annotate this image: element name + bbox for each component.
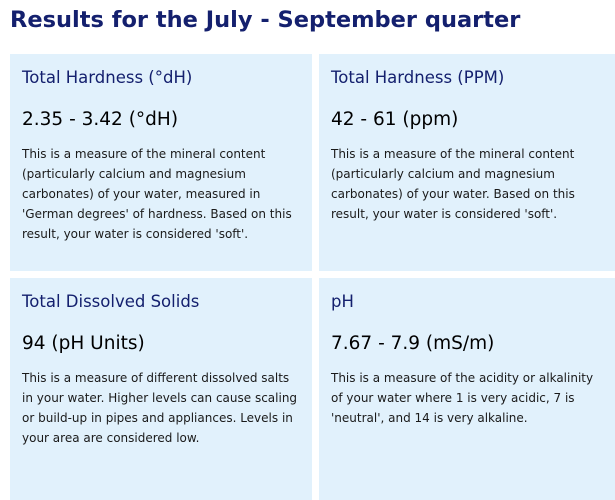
card-value: 7.67 - 7.9 (mS/m) bbox=[331, 333, 495, 354]
card-value: 2.35 - 3.42 (°dH) bbox=[22, 109, 179, 130]
result-card-ph: pH 7.67 - 7.9 (mS/m) This is a measure o… bbox=[319, 278, 615, 500]
result-card-total-dissolved-solids: Total Dissolved Solids 94 (pH Units) Thi… bbox=[10, 278, 312, 500]
card-description: This is a measure of the mineral content… bbox=[331, 147, 575, 221]
card-description: This is a measure of the mineral content… bbox=[22, 147, 292, 241]
card-title: Total Hardness (PPM) bbox=[331, 68, 505, 87]
card-title: Total Hardness (°dH) bbox=[22, 68, 193, 87]
card-value: 94 (pH Units) bbox=[22, 333, 145, 354]
card-value: 42 - 61 (ppm) bbox=[331, 109, 459, 130]
result-card-total-hardness-dh: Total Hardness (°dH) 2.35 - 3.42 (°dH) T… bbox=[10, 54, 312, 271]
card-title: pH bbox=[331, 292, 354, 311]
result-card-total-hardness-ppm: Total Hardness (PPM) 42 - 61 (ppm) This … bbox=[319, 54, 615, 271]
card-description: This is a measure of the acidity or alka… bbox=[331, 371, 594, 425]
card-description: This is a measure of different dissolved… bbox=[22, 371, 298, 445]
card-title: Total Dissolved Solids bbox=[22, 292, 200, 311]
page-title: Results for the July - September quarter bbox=[10, 7, 521, 33]
